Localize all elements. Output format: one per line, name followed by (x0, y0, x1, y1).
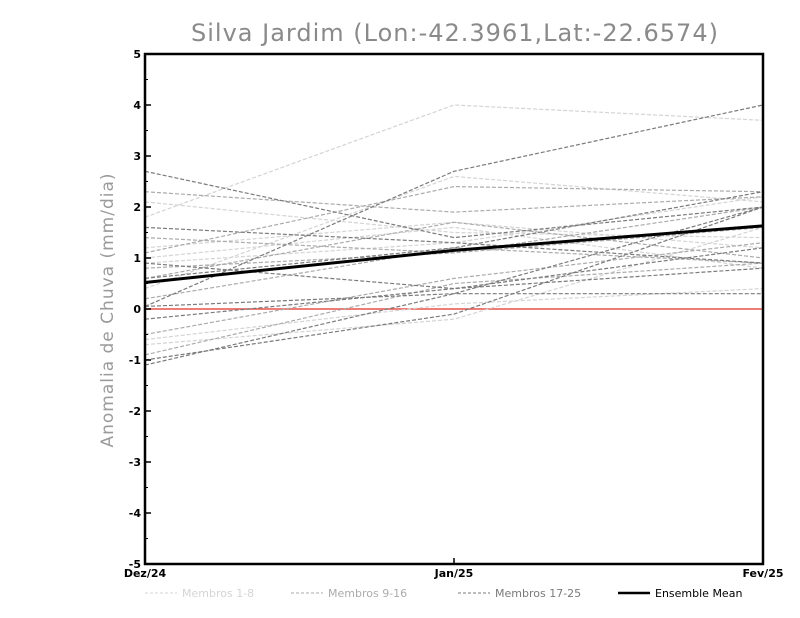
member-line-g3-8 (144, 247, 764, 320)
y-axis-label: Anomalia de Chuva (mm/dia) (98, 172, 118, 447)
y-tick-label: 3 (133, 150, 141, 163)
x-tick-label: Dez/24 (124, 567, 167, 580)
member-line-g3-7 (144, 226, 764, 264)
member-line-g3-6 (144, 293, 763, 308)
member-line-g1-1 (144, 104, 764, 218)
member-line-g3-1 (144, 170, 764, 239)
member-line-g1-6 (144, 175, 764, 290)
y-tick-label: 2 (133, 201, 141, 214)
member-line-g2-7 (144, 262, 764, 356)
chart-title: Silva Jardim (Lon:-42.3961,Lat:-22.6574) (191, 19, 719, 47)
y-tick-label: 1 (133, 252, 141, 265)
member-line-g3-4 (144, 191, 764, 279)
y-tick-label: -5 (129, 558, 141, 571)
member-line-g3-3 (144, 206, 764, 366)
member-line-g3-5 (144, 206, 764, 361)
ensemble-mean-line (144, 224, 764, 284)
member-line-g2-8 (144, 221, 764, 279)
x-tick-label: Fev/25 (742, 567, 783, 580)
y-tick-label: -4 (129, 507, 142, 520)
member-line-g3-2 (144, 104, 764, 307)
member-line-g1-2 (144, 226, 764, 346)
legend: Membros 1-8 Membros 9-16 Membros 17-25 Ense… (145, 587, 742, 600)
member-line-g2-6 (144, 206, 764, 254)
y-tick-label: 0 (133, 303, 141, 316)
x-tick-label: Jan/25 (434, 567, 474, 580)
legend-label-2: Membros 9-16 (328, 587, 407, 600)
y-tick-label: 5 (133, 48, 141, 61)
member-line-g3-9 (144, 262, 764, 290)
legend-label-1: Membros 1-8 (182, 587, 254, 600)
y-tick-label: 4 (133, 99, 141, 112)
member-line-g1-7 (144, 226, 764, 269)
member-line-g2-5 (144, 247, 764, 300)
member-line-g2-4 (144, 242, 764, 336)
legend-label-4: Ensemble Mean (655, 587, 742, 600)
member-line-g1-5 (144, 288, 764, 341)
y-tick-label: -2 (129, 405, 141, 418)
member-line-g2-3 (144, 185, 764, 254)
y-tick-label: -1 (129, 354, 141, 367)
y-tick-label: -3 (129, 456, 141, 469)
legend-label-3: Membros 17-25 (495, 587, 581, 600)
member-line-g2-1 (144, 191, 764, 213)
member-line-g1-3 (144, 221, 764, 249)
